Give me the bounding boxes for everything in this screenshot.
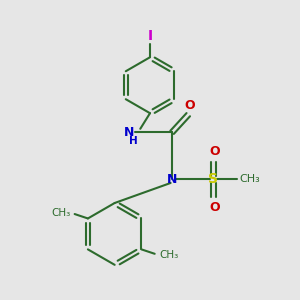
Text: N: N (123, 126, 134, 139)
Text: O: O (209, 145, 220, 158)
Text: H: H (129, 136, 138, 146)
Text: S: S (208, 172, 218, 186)
Text: I: I (147, 28, 153, 43)
Text: CH₃: CH₃ (159, 250, 178, 260)
Text: CH₃: CH₃ (51, 208, 70, 218)
Text: N: N (167, 173, 177, 186)
Text: O: O (184, 99, 195, 112)
Text: O: O (209, 201, 220, 214)
Text: CH₃: CH₃ (240, 174, 261, 184)
